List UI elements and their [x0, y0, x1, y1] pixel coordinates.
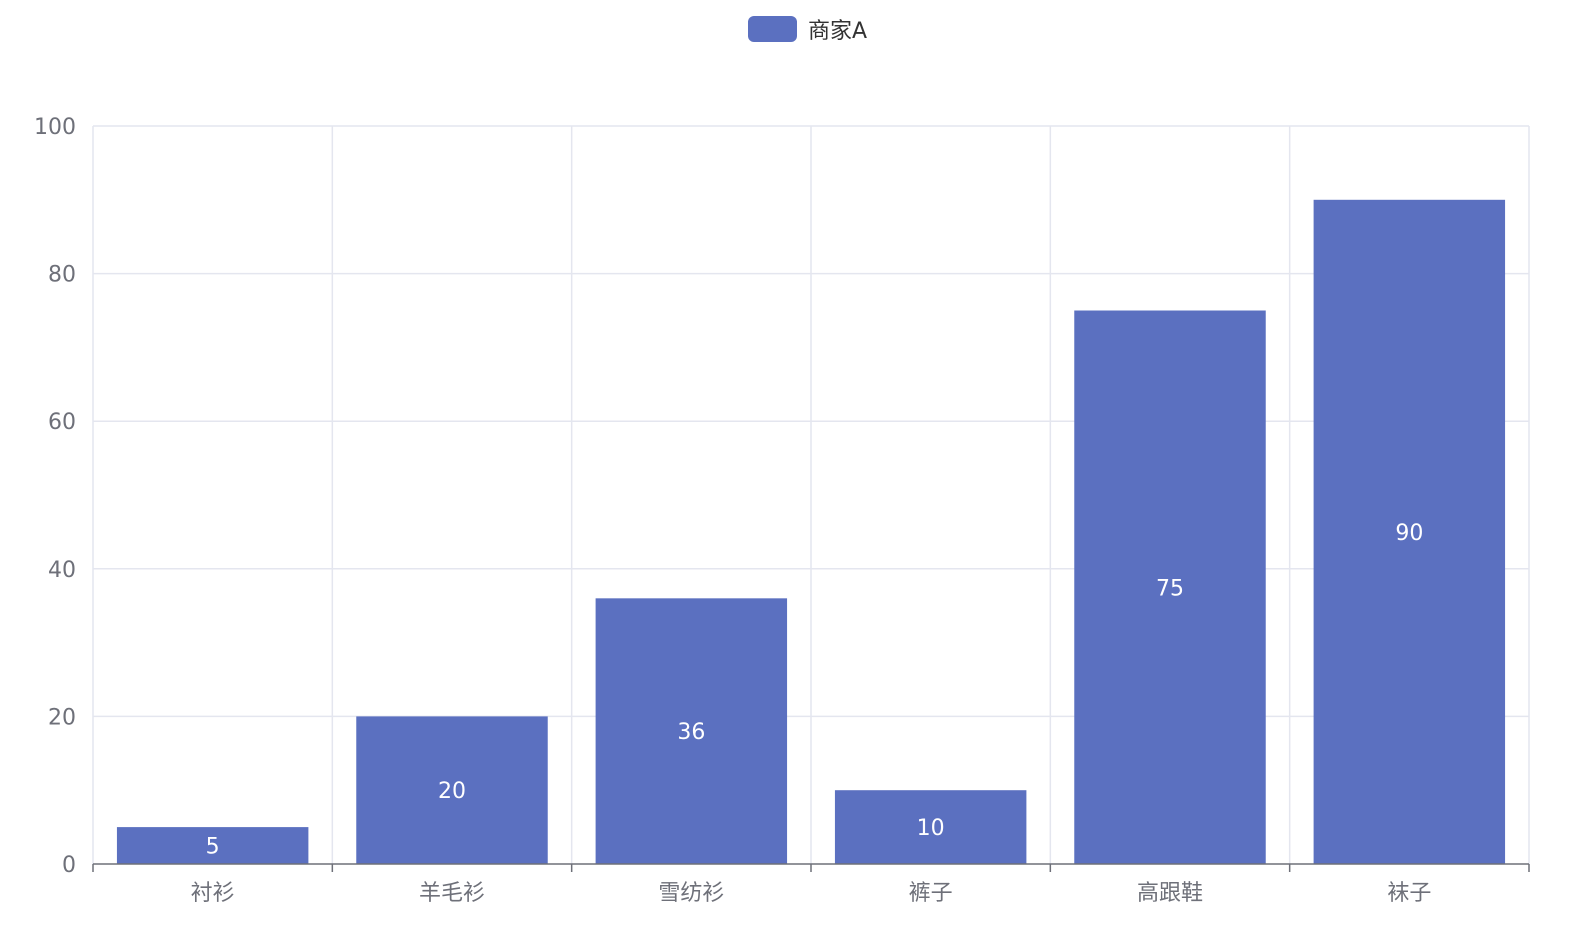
bar[interactable] [1074, 310, 1266, 865]
bar[interactable] [595, 598, 788, 864]
axes: 0 20 40 60 80 100 衬衫 羊毛衫 雪纺衫 裤子 高跟鞋 袜子 [34, 115, 1530, 906]
y-tick-label: 40 [48, 558, 76, 583]
legend[interactable]: 商家A [748, 16, 867, 44]
y-tick-label: 20 [48, 705, 76, 730]
y-tick-label: 0 [62, 853, 76, 878]
bar-data-label: 90 [1395, 521, 1423, 546]
bar-data-label: 75 [1156, 576, 1184, 601]
bar[interactable] [356, 716, 548, 864]
x-tick-label: 衬衫 [191, 881, 235, 906]
bar-data-label: 10 [917, 816, 945, 841]
bar[interactable] [116, 827, 309, 864]
bars[interactable] [116, 199, 1506, 865]
legend-label[interactable]: 商家A [808, 19, 867, 44]
bar-data-label: 5 [206, 835, 220, 860]
x-tick-label: 高跟鞋 [1137, 881, 1203, 906]
grid-lines [92, 125, 1530, 864]
x-tick-label: 裤子 [909, 881, 953, 906]
bar[interactable] [834, 790, 1027, 864]
y-tick-label: 80 [48, 263, 76, 288]
x-tick-label: 雪纺衫 [658, 881, 724, 906]
bar[interactable] [1313, 199, 1506, 865]
x-tick-label: 袜子 [1387, 881, 1431, 906]
data-labels: 5 20 36 10 75 90 [206, 521, 1424, 860]
y-tick-label: 60 [48, 410, 76, 435]
bar-data-label: 20 [438, 779, 466, 804]
bar-data-label: 36 [677, 720, 705, 745]
legend-swatch[interactable] [748, 16, 797, 42]
x-tick-label: 羊毛衫 [419, 881, 485, 906]
y-tick-label: 100 [34, 115, 76, 140]
